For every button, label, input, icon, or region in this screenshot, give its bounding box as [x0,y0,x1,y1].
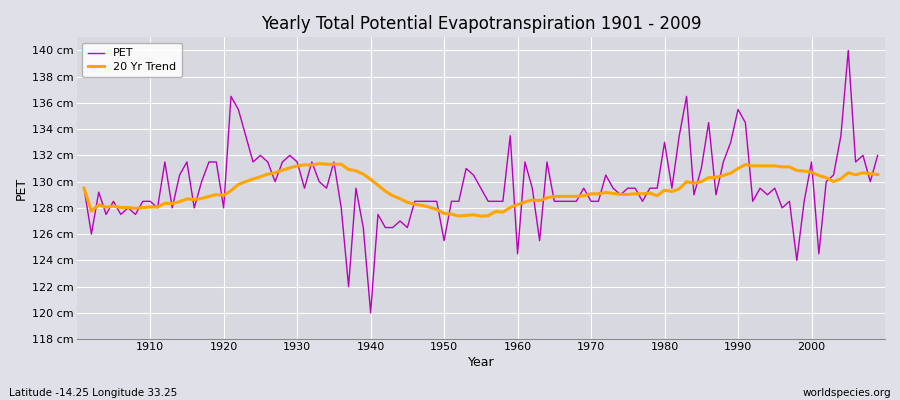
PET [343,284,354,289]
Text: worldspecies.org: worldspecies.org [803,388,891,398]
20 Yr Trend [454,214,464,218]
PET [608,186,618,190]
Text: Latitude -14.25 Longitude 33.25: Latitude -14.25 Longitude 33.25 [9,388,177,398]
20 Yr Trend [314,161,325,166]
PET [872,153,883,158]
Line: PET: PET [84,50,878,313]
Legend: PET, 20 Yr Trend: PET, 20 Yr Trend [82,43,182,77]
20 Yr Trend [872,172,883,177]
20 Yr Trend [138,205,148,210]
Y-axis label: PET: PET [15,177,28,200]
20 Yr Trend [519,200,530,204]
PET [843,48,854,53]
Line: 20 Yr Trend: 20 Yr Trend [84,164,878,216]
PET [138,199,148,204]
PET [512,251,523,256]
20 Yr Trend [78,186,89,190]
20 Yr Trend [299,162,310,167]
PET [365,310,376,315]
X-axis label: Year: Year [467,356,494,369]
20 Yr Trend [350,168,361,173]
PET [519,160,530,164]
20 Yr Trend [615,192,626,197]
20 Yr Trend [526,198,537,202]
PET [299,186,310,190]
PET [78,186,89,190]
Title: Yearly Total Potential Evapotranspiration 1901 - 2009: Yearly Total Potential Evapotranspiratio… [261,15,701,33]
